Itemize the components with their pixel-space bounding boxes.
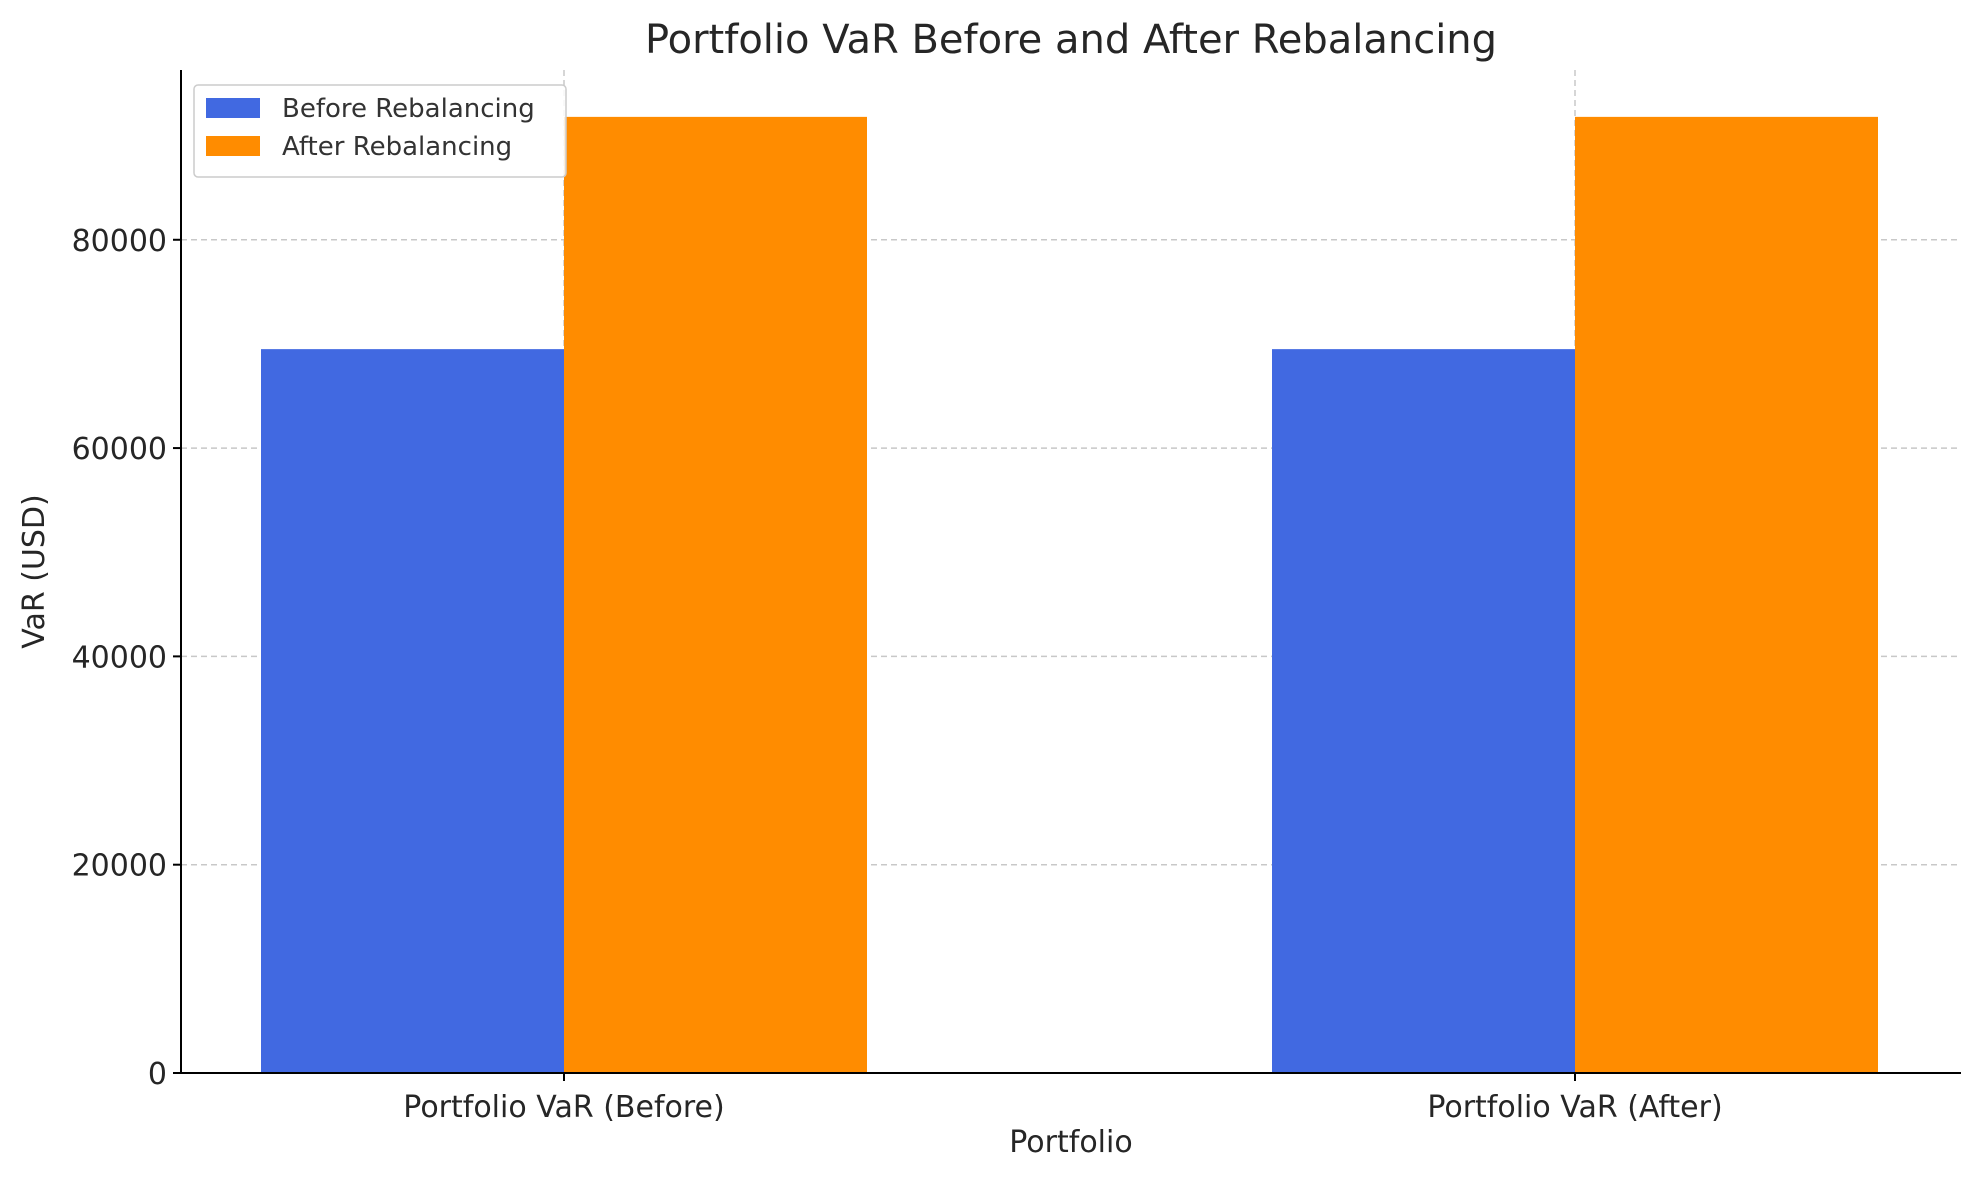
legend-frame [193,84,567,178]
bar-after-rebalancing [1575,116,1878,1074]
x-tick-label: Portfolio VaR (After) [1427,1090,1722,1125]
y-tick-label: 20000 [72,849,167,884]
legend-swatch-after [206,136,260,156]
y-axis-title: VaR (USD) [17,494,52,648]
bars [261,116,1878,1074]
legend-swatch-before [206,98,260,118]
legend: Before Rebalancing After Rebalancing [193,84,567,178]
y-tick-label: 80000 [72,224,167,259]
chart-title: Portfolio VaR Before and After Rebalanci… [645,17,1497,63]
y-tick-label: 60000 [72,432,167,467]
legend-label-after: After Rebalancing [282,132,512,162]
y-ticks: 0 20000 40000 60000 80000 [72,224,181,1092]
legend-label-before: Before Rebalancing [282,94,535,124]
x-tick-label: Portfolio VaR (Before) [403,1090,724,1125]
bar-before-rebalancing [261,349,564,1074]
y-tick-label: 0 [148,1057,167,1092]
x-axis-title: Portfolio [1009,1125,1132,1160]
axes [180,70,1961,1074]
bar-before-rebalancing [1272,349,1575,1074]
x-ticks: Portfolio VaR (Before) Portfolio VaR (Aft… [403,1073,1723,1125]
bar-after-rebalancing [564,116,867,1074]
y-tick-label: 40000 [72,640,167,675]
